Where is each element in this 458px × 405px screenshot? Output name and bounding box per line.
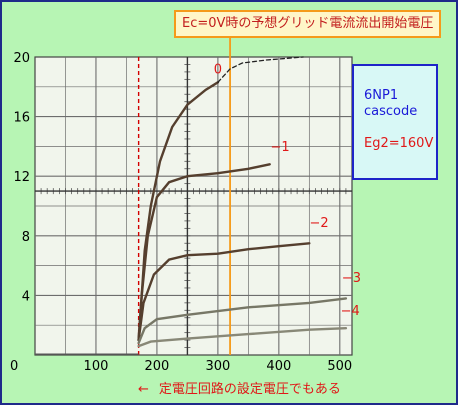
left-arrow-icon: ← [138,382,149,397]
grid-voltage-curve [137,163,271,342]
curve-label: −4 [341,304,360,319]
grid-current-onset-note: Ec=0V時の予想グリッド電流流出開始電圧 [174,10,442,38]
curve-label: −1 [270,140,289,155]
curve-label: −2 [309,216,328,231]
grid-voltage-curve [137,327,348,348]
grid-current-onset-text: Ec=0V時の予想グリッド電流流出開始電圧 [182,16,434,31]
grid-voltage-curve [137,297,348,345]
y-tick-label: 16 [13,111,30,126]
x-tick-label: 200 [145,359,170,374]
tube-info-box: 6NP1 cascode Eg2=160V [352,64,438,180]
y-tick-label: 20 [13,51,30,66]
y-tick-label: 12 [13,170,30,185]
x-tick-label: 300 [205,359,230,374]
regulator-voltage-note: ← 定電圧回路の設定電圧でもある [138,378,341,397]
regulator-voltage-text: 定電圧回路の設定電圧でもある [158,382,341,397]
grid-voltage-curve [137,242,311,342]
x-tick-label: 400 [266,359,291,374]
curve-label: 0 [214,62,222,77]
x-tick-label: 100 [84,359,109,374]
x-tick-label: 500 [327,359,352,374]
y-tick-label: 4 [22,289,30,304]
curve-extrapolated [217,56,304,83]
circuit-mode: cascode [364,104,418,119]
curve-label: −3 [342,271,361,286]
y-tick-label: 8 [22,230,30,245]
screen-voltage-label: Eg2=160V [364,136,434,151]
x-tick-label: 0 [10,359,18,374]
tube-name: 6NP1 [364,88,399,103]
